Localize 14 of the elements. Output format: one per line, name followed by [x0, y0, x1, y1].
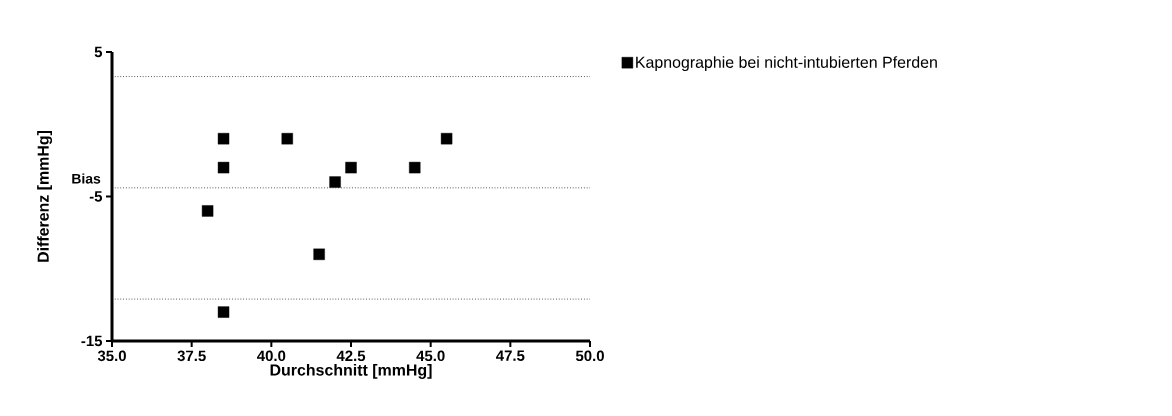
x-tick-label: 42.5 — [336, 350, 366, 362]
y-axis-title: Differenz [mmHg] — [37, 131, 53, 262]
y-tick-label: 5 — [94, 46, 103, 58]
x-tick-label: 35.0 — [97, 350, 126, 362]
x-tick-label: 50.0 — [575, 350, 604, 362]
x-axis-title: Durchschnitt [mmHg] — [270, 363, 432, 379]
ref-line-label: Bias — [72, 173, 101, 184]
y-tick-label: -15 — [81, 335, 103, 347]
x-tick-label: 47.5 — [496, 350, 525, 361]
x-tick-label: 40.0 — [257, 350, 286, 362]
x-tick-label: 37.5 — [177, 350, 206, 362]
y-tick-label: -5 — [89, 191, 103, 202]
legend-label: Kapnographie bei nicht-intubierten Pferden — [636, 56, 937, 72]
x-tick-label: 45.0 — [416, 350, 445, 362]
